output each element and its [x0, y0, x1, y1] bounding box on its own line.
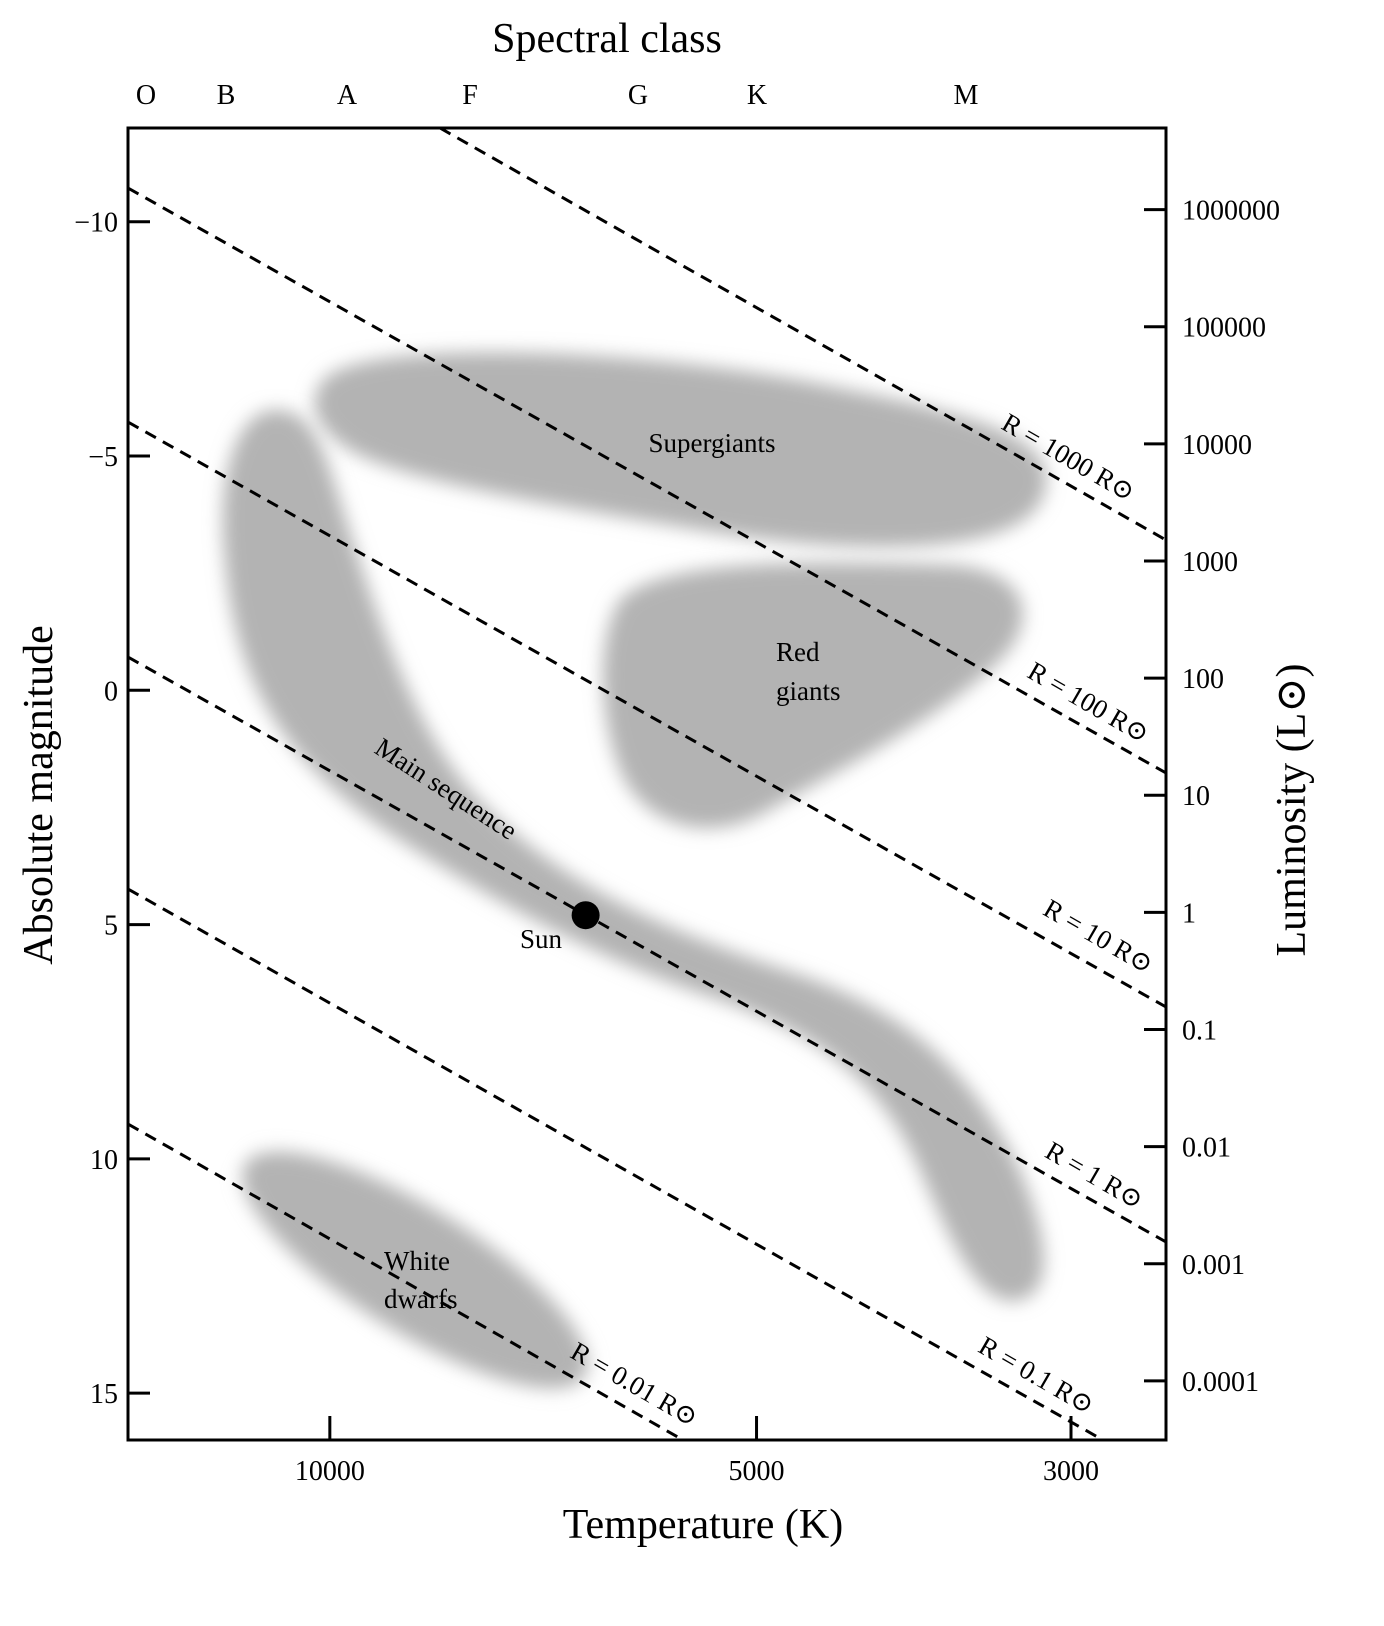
radius-label: R = 10 R⊙ [1039, 893, 1159, 980]
top-axis-title: Spectral class [492, 16, 722, 62]
spectral-class: A [337, 80, 358, 111]
region-label: giants [776, 676, 841, 706]
y2-tick-label: 10000 [1182, 430, 1252, 461]
radius-label: R = 0.1 R⊙ [974, 1330, 1100, 1420]
radius-labels: R = 1000 R⊙ R = 100 R⊙ R = 10 R⊙ R = 1 R… [566, 407, 1159, 1432]
supergiants-region [314, 352, 1047, 547]
y2-tick-label: 0.1 [1182, 1016, 1217, 1047]
spectral-class: M [954, 80, 979, 111]
region-label: Supergiants [649, 428, 776, 458]
spectral-classes: O B A F G K M [136, 80, 979, 111]
data-point [571, 901, 600, 930]
x-axis-title: Temperature (K) [563, 1502, 843, 1548]
region-label: White [384, 1246, 450, 1276]
y2-tick-label: 0.001 [1182, 1250, 1245, 1281]
spectral-class: O [136, 80, 156, 111]
plot-frame [126, 126, 1168, 1442]
x-tick-label: 5000 [729, 1456, 785, 1487]
y2-tick-label: 0.01 [1182, 1133, 1231, 1164]
radius-line [128, 1122, 687, 1440]
x-tick-label: 10000 [295, 1456, 365, 1487]
spectral-class: G [628, 80, 648, 111]
x-tick-label: 3000 [1043, 1456, 1099, 1487]
y-tick-label: 15 [90, 1379, 118, 1410]
spectral-class: F [462, 80, 478, 111]
y2-tick-label: 1000000 [1182, 196, 1280, 227]
y-tick-label: 10 [90, 1145, 118, 1176]
point-label: Sun [520, 924, 563, 954]
y-tick-label: −10 [74, 208, 118, 239]
spectral-class: K [747, 80, 767, 111]
spectral-class: B [217, 80, 236, 111]
y2-tick-label: 100000 [1182, 313, 1266, 344]
y2-tick-label: 100 [1182, 664, 1224, 695]
y2-tick-label: 1 [1182, 898, 1196, 929]
region-label: dwarfs [384, 1284, 457, 1314]
region-label: Red [776, 637, 820, 667]
radius-line [128, 887, 1106, 1440]
y2-tick-label: 1000 [1182, 547, 1238, 578]
y-tick-label: 5 [104, 911, 118, 942]
red-giants-region [603, 562, 1023, 828]
y2-axis-title: Luminosity (L⊙) [1269, 664, 1315, 957]
y2-tick-label: 0.0001 [1182, 1367, 1259, 1398]
region-labels: Supergiants Red giants Main sequence Whi… [370, 428, 841, 1314]
white-dwarfs-region [242, 1151, 588, 1389]
y-tick-label: −5 [88, 442, 118, 473]
regions [128, 128, 1166, 1440]
y-tick-label: 0 [104, 676, 118, 707]
main-sequence-region [222, 410, 1044, 1301]
y2-tick-label: 10 [1182, 781, 1210, 812]
y-axis-title: Absolute magnitude [16, 625, 62, 964]
